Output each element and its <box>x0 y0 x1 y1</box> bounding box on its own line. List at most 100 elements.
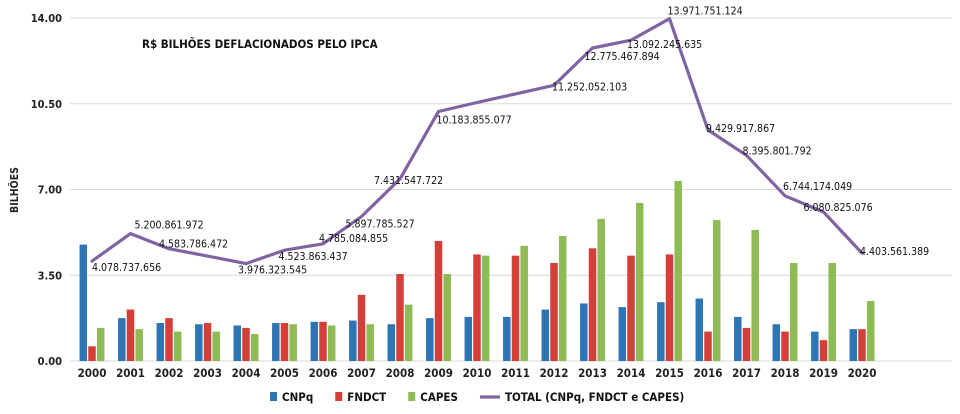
x-tick-label: 2014 <box>617 366 646 380</box>
bar-capes <box>789 263 798 361</box>
x-tick-label: 2000 <box>78 366 107 380</box>
data-label: 5.200.861.972 <box>135 220 204 232</box>
total-line-path <box>90 17 864 266</box>
data-label: 9.429.917.867 <box>706 123 775 135</box>
bar-fndct <box>357 294 366 361</box>
data-label: 4.403.561.389 <box>860 246 929 258</box>
bar-capes <box>366 324 374 361</box>
bar-cnpq <box>734 316 742 361</box>
total-line <box>90 17 864 266</box>
bar-cnpq <box>387 324 396 361</box>
bar-cnpq <box>618 307 627 361</box>
bar-fndct <box>858 329 866 361</box>
bar-cnpq <box>464 316 473 361</box>
bar-capes <box>173 331 182 361</box>
bar-capes <box>443 274 451 361</box>
bar-cnpq <box>541 309 550 361</box>
data-label: 6.080.825.076 <box>804 202 873 214</box>
data-label: 10.183.855.077 <box>437 114 512 126</box>
x-tick-label: 2008 <box>386 366 415 380</box>
x-tick-label: 2002 <box>155 366 184 380</box>
bar-cnpq <box>79 244 88 361</box>
bar-capes <box>481 255 490 361</box>
x-tick-label: 2016 <box>694 366 723 380</box>
bar-cnpq <box>811 331 819 361</box>
x-tick-label: 2018 <box>771 366 800 380</box>
bar-capes <box>866 300 875 361</box>
data-label: 11.252.052.103 <box>552 81 627 93</box>
legend-swatch-cnpq <box>270 392 277 401</box>
legend[interactable]: CNPq FNDCT CAPES TOTAL (CNPq, FNDCT e CAPES… <box>270 390 684 404</box>
x-tick-label: 2005 <box>270 366 299 380</box>
y-axis-label: BILHÕES <box>8 167 21 213</box>
x-tick-label: 2015 <box>655 366 684 380</box>
legend-label-fndct: FNDCT <box>347 390 386 404</box>
x-tick-label: 2012 <box>540 366 569 380</box>
x-tick-label: 2020 <box>848 366 877 380</box>
bar-cnpq <box>272 323 280 361</box>
x-tick-label: 2013 <box>578 366 607 380</box>
bar-fndct <box>434 240 443 361</box>
bar-cnpq <box>657 302 665 361</box>
bar-fndct <box>588 248 597 361</box>
data-label: 13.092.245.635 <box>627 39 702 51</box>
data-label: 4.583.786.472 <box>159 239 228 251</box>
data-label: 13.971.751.124 <box>668 6 743 18</box>
x-tick-label: 2011 <box>501 366 530 380</box>
x-tick-label: 2017 <box>732 366 761 380</box>
x-tick-label: 2010 <box>463 366 492 380</box>
y-tick-label: 3.50 <box>38 269 63 282</box>
bar-fndct <box>473 254 481 361</box>
x-tick-label: 2009 <box>424 366 453 380</box>
legend-swatch-fndct <box>335 392 343 401</box>
grid-layer <box>70 17 952 362</box>
x-tick-label: 2006 <box>309 366 338 380</box>
bar-cnpq <box>503 316 511 361</box>
bar-fndct <box>742 327 751 361</box>
data-label: 4.078.737.656 <box>92 262 161 274</box>
bar-cnpq <box>118 318 126 361</box>
data-label: 7.431.547.722 <box>374 175 443 187</box>
x-tick-label: 2019 <box>809 366 838 380</box>
bar-cnpq <box>310 321 319 361</box>
bar-cnpq <box>772 324 781 361</box>
bar-capes <box>212 331 220 361</box>
y-tick-label: 14.00 <box>31 12 62 25</box>
y-tick-label: 7.00 <box>38 184 63 197</box>
data-label: 6.744.174.049 <box>783 181 852 193</box>
chart-title: R$ BILHÕES DEFLACIONADOS PELO IPCA <box>142 36 378 51</box>
bar-fndct <box>665 254 674 361</box>
bar-capes <box>135 329 143 361</box>
bar-capes <box>635 202 644 361</box>
bar-fndct <box>319 321 327 361</box>
bar-fndct <box>781 331 789 361</box>
bar-fndct <box>550 263 558 361</box>
bar-fndct <box>627 255 635 361</box>
data-label: 4.523.863.437 <box>279 251 348 263</box>
bars <box>79 180 875 361</box>
x-tick-label: 2004 <box>232 366 261 380</box>
bar-fndct <box>165 318 173 361</box>
bar-capes <box>558 236 567 361</box>
legend-label-cnpq: CNPq <box>282 390 313 404</box>
data-label: 12.775.467.894 <box>585 51 660 63</box>
bar-cnpq <box>580 303 588 361</box>
legend-label-capes: CAPES <box>420 390 458 404</box>
y-axis: 0.00 3.50 7.00 10.50 14.00 <box>31 12 62 368</box>
bar-capes <box>96 327 105 361</box>
bar-fndct <box>704 331 712 361</box>
bar-cnpq <box>349 320 357 361</box>
bar-capes <box>289 324 297 361</box>
bar-fndct <box>511 255 520 361</box>
bar-cnpq <box>426 318 434 361</box>
bar-fndct <box>280 323 289 361</box>
bar-fndct <box>396 274 404 361</box>
x-tick-label: 2007 <box>347 366 376 380</box>
bar-capes <box>751 229 759 361</box>
x-tick-label: 2003 <box>193 366 222 380</box>
y-tick-label: 10.50 <box>31 98 62 111</box>
bar-capes <box>712 220 721 361</box>
bar-cnpq <box>849 329 858 361</box>
bar-fndct <box>88 346 96 361</box>
